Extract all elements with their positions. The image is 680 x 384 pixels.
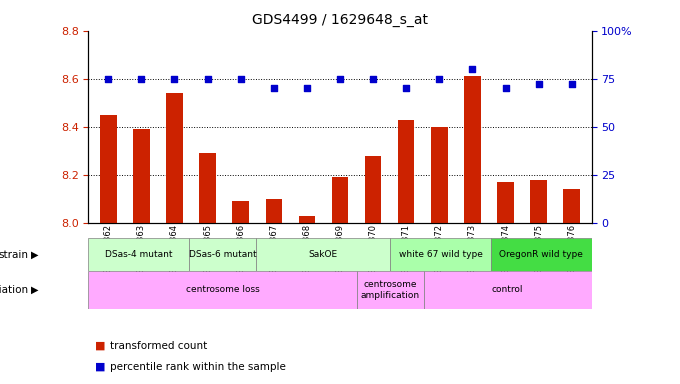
Text: ■: ■ xyxy=(95,341,105,351)
Point xyxy=(434,76,445,82)
Text: ▶: ▶ xyxy=(31,250,38,260)
Text: GDS4499 / 1629648_s_at: GDS4499 / 1629648_s_at xyxy=(252,13,428,27)
Bar xyxy=(390,238,491,271)
Text: DSas-4 mutant: DSas-4 mutant xyxy=(105,250,173,259)
Point xyxy=(136,76,147,82)
Point xyxy=(566,81,577,88)
Bar xyxy=(564,189,580,223)
Point xyxy=(202,76,213,82)
Point xyxy=(335,76,345,82)
Bar xyxy=(233,201,249,223)
Text: centrosome loss: centrosome loss xyxy=(186,285,260,295)
Text: ▶: ▶ xyxy=(31,285,38,295)
Bar xyxy=(491,238,592,271)
Bar xyxy=(332,177,348,223)
Text: transformed count: transformed count xyxy=(110,341,207,351)
Bar xyxy=(464,76,481,223)
Text: white 67 wild type: white 67 wild type xyxy=(398,250,483,259)
Bar xyxy=(265,199,282,223)
Point xyxy=(401,85,411,91)
Bar xyxy=(431,127,447,223)
Bar xyxy=(88,271,357,309)
Bar xyxy=(100,115,116,223)
Point xyxy=(467,66,478,72)
Bar xyxy=(357,271,424,309)
Point xyxy=(169,76,180,82)
Text: genotype/variation: genotype/variation xyxy=(0,285,29,295)
Bar xyxy=(88,238,189,271)
Text: percentile rank within the sample: percentile rank within the sample xyxy=(110,362,286,372)
Text: control: control xyxy=(492,285,524,295)
Text: ■: ■ xyxy=(95,362,105,372)
Bar xyxy=(424,271,592,309)
Point xyxy=(103,76,114,82)
Point xyxy=(269,85,279,91)
Bar xyxy=(256,238,390,271)
Bar xyxy=(166,93,183,223)
Bar xyxy=(133,129,150,223)
Bar xyxy=(530,180,547,223)
Bar xyxy=(199,153,216,223)
Point xyxy=(500,85,511,91)
Point xyxy=(301,85,312,91)
Bar xyxy=(365,156,381,223)
Point xyxy=(368,76,379,82)
Bar xyxy=(189,238,256,271)
Point xyxy=(533,81,544,88)
Bar xyxy=(497,182,514,223)
Bar xyxy=(299,215,315,223)
Point xyxy=(235,76,246,82)
Text: centrosome
amplification: centrosome amplification xyxy=(361,280,420,300)
Text: SakOE: SakOE xyxy=(309,250,338,259)
Bar xyxy=(398,119,415,223)
Text: strain: strain xyxy=(0,250,29,260)
Text: DSas-6 mutant: DSas-6 mutant xyxy=(189,250,256,259)
Text: OregonR wild type: OregonR wild type xyxy=(499,250,583,259)
